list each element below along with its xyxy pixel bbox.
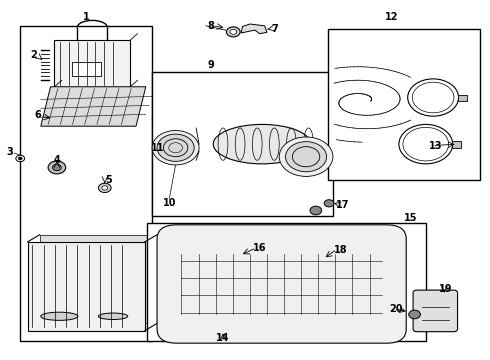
FancyBboxPatch shape [413,290,458,332]
Polygon shape [241,24,267,34]
Text: 4: 4 [53,155,60,165]
Text: 19: 19 [439,284,452,294]
Text: 16: 16 [253,243,267,253]
Circle shape [102,186,108,190]
FancyBboxPatch shape [157,225,406,343]
Circle shape [16,155,24,162]
Text: 20: 20 [390,304,403,314]
Text: 17: 17 [336,200,349,210]
Text: 9: 9 [207,60,214,70]
Bar [452,141,462,148]
FancyBboxPatch shape [72,62,101,76]
Bar [152,72,333,216]
Circle shape [230,30,237,35]
Text: 13: 13 [429,141,442,151]
Text: 15: 15 [404,213,418,222]
Text: 1: 1 [83,12,90,22]
Text: 8: 8 [207,21,214,31]
Circle shape [286,141,327,172]
Circle shape [52,164,61,171]
Bar [40,235,157,323]
Bar [328,30,480,180]
Circle shape [98,183,111,193]
Text: 12: 12 [385,12,398,22]
Circle shape [226,27,240,37]
Circle shape [409,310,420,319]
Bar [176,329,318,333]
Text: 3: 3 [6,147,13,157]
Text: 5: 5 [105,175,112,185]
Text: 18: 18 [334,245,347,255]
Circle shape [310,206,322,215]
Text: 14: 14 [216,333,230,343]
Bar [147,223,426,341]
Ellipse shape [41,312,78,320]
Circle shape [324,200,334,207]
Bar [27,242,145,330]
Circle shape [279,137,333,176]
Circle shape [293,147,320,167]
Text: 11: 11 [151,143,165,153]
Circle shape [163,139,188,157]
Text: 2: 2 [30,50,37,60]
Circle shape [169,143,182,153]
Polygon shape [41,87,146,126]
Bar [458,95,467,101]
Circle shape [157,134,194,161]
Circle shape [18,157,22,160]
Text: 10: 10 [163,198,176,208]
FancyBboxPatch shape [54,40,130,87]
Circle shape [48,161,66,174]
Ellipse shape [213,125,311,164]
Bar [20,26,152,341]
Text: 6: 6 [34,111,41,121]
Ellipse shape [98,313,128,319]
Text: 7: 7 [271,24,278,35]
Circle shape [152,131,199,165]
